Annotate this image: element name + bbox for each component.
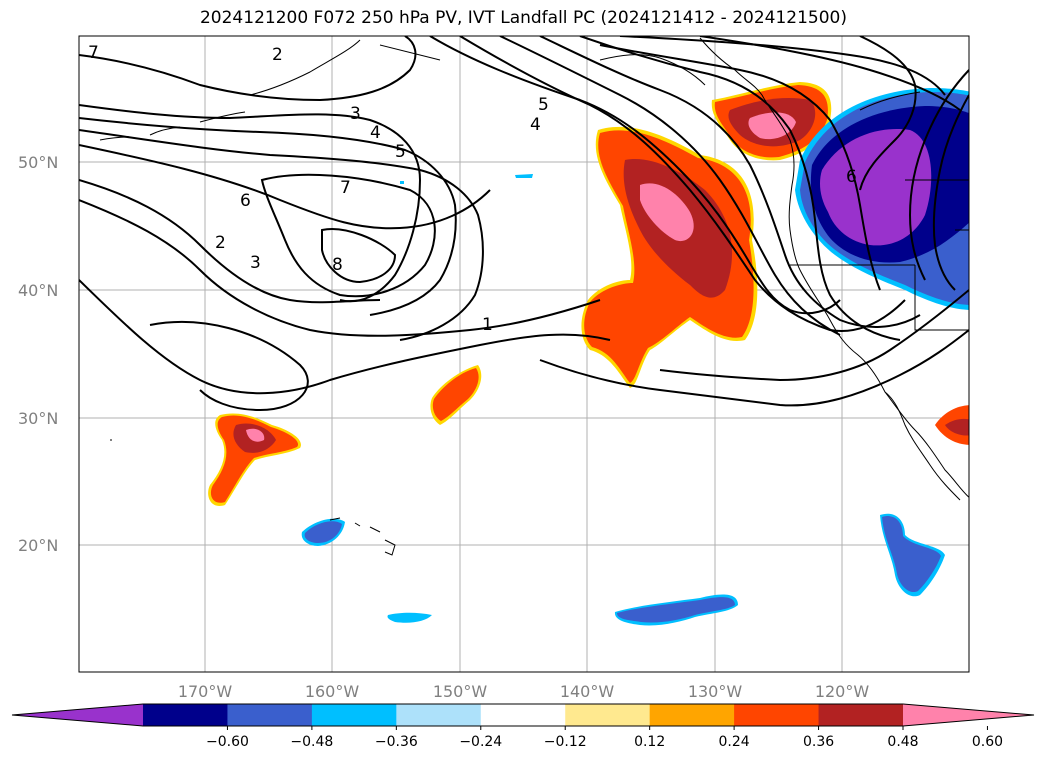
colorbar-outline — [11, 703, 1035, 727]
contour-labels: 7 2 3 4 5 7 6 2 3 8 5 4 1 6 — [88, 43, 857, 335]
colorbar-segment — [565, 704, 651, 726]
colorbar-tick-label: −0.48 — [290, 734, 333, 750]
colorbar: −0.60 −0.48 −0.36 −0.24 −0.12 0.12 0.24 0.36 0.4… — [11, 703, 1035, 750]
map-title: 2024121200 F072 250 hPa PV, IVT Landfall… — [199, 8, 847, 28]
ivt-positive-anomaly-main — [208, 82, 969, 506]
colorbar-segment — [143, 704, 228, 726]
contour-label: 3 — [350, 104, 361, 124]
colorbar-tick-label: 0.12 — [634, 734, 665, 750]
colorbar-tick-label: 0.36 — [803, 734, 834, 750]
lon-label: 160°W — [305, 682, 360, 701]
contour-label: 6 — [846, 167, 857, 187]
colorbar-segment — [818, 704, 904, 726]
map-frame — [78, 35, 970, 673]
lon-label: 130°W — [688, 682, 743, 701]
lon-label: 150°W — [433, 682, 488, 701]
colorbar-tick-label: −0.12 — [544, 734, 587, 750]
contour-label: 6 — [240, 191, 251, 211]
lat-label: 40°N — [18, 281, 58, 300]
contour-label: 3 — [250, 253, 261, 273]
contour-label: 2 — [272, 45, 283, 65]
lon-label: 140°W — [560, 682, 615, 701]
contour-label: 8 — [332, 255, 343, 275]
colorbar-extend-high — [903, 704, 1034, 726]
contour-label: 4 — [370, 123, 381, 143]
contour-label: 4 — [530, 115, 541, 135]
ivt-negative-anomaly-main — [301, 88, 969, 626]
colorbar-tick-label: 0.60 — [972, 734, 1003, 750]
colorbar-tick-label: −0.36 — [375, 734, 418, 750]
colorbar-tick-label: −0.24 — [459, 734, 502, 750]
pv-contours — [79, 36, 969, 412]
contour-label: 5 — [395, 142, 406, 162]
colorbar-segment — [396, 704, 482, 726]
lat-label: 20°N — [18, 536, 58, 555]
contour-label: 1 — [482, 315, 493, 335]
colorbar-segment — [480, 704, 566, 726]
colorbar-segment — [311, 704, 397, 726]
longitude-labels: 170°W 160°W 150°W 140°W 130°W 120°W — [178, 682, 870, 701]
contour-label: 7 — [88, 43, 99, 63]
contour-label: 2 — [215, 233, 226, 253]
colorbar-segment — [734, 704, 820, 726]
colorbar-tick-label: 0.48 — [887, 734, 918, 750]
contour-label: 5 — [538, 95, 549, 115]
colorbar-tick-label: 0.24 — [719, 734, 750, 750]
colorbar-segment — [649, 704, 735, 726]
colorbar-extend-low — [12, 704, 143, 726]
colorbar-tick-label: −0.60 — [206, 734, 249, 750]
lat-label: 50°N — [18, 153, 58, 172]
colorbar-segment — [227, 704, 313, 726]
lon-label: 120°W — [815, 682, 870, 701]
lat-label: 30°N — [18, 409, 58, 428]
contour-label: 7 — [340, 178, 351, 198]
latitude-labels: 50°N 40°N 30°N 20°N — [18, 153, 58, 555]
lon-label: 170°W — [178, 682, 233, 701]
